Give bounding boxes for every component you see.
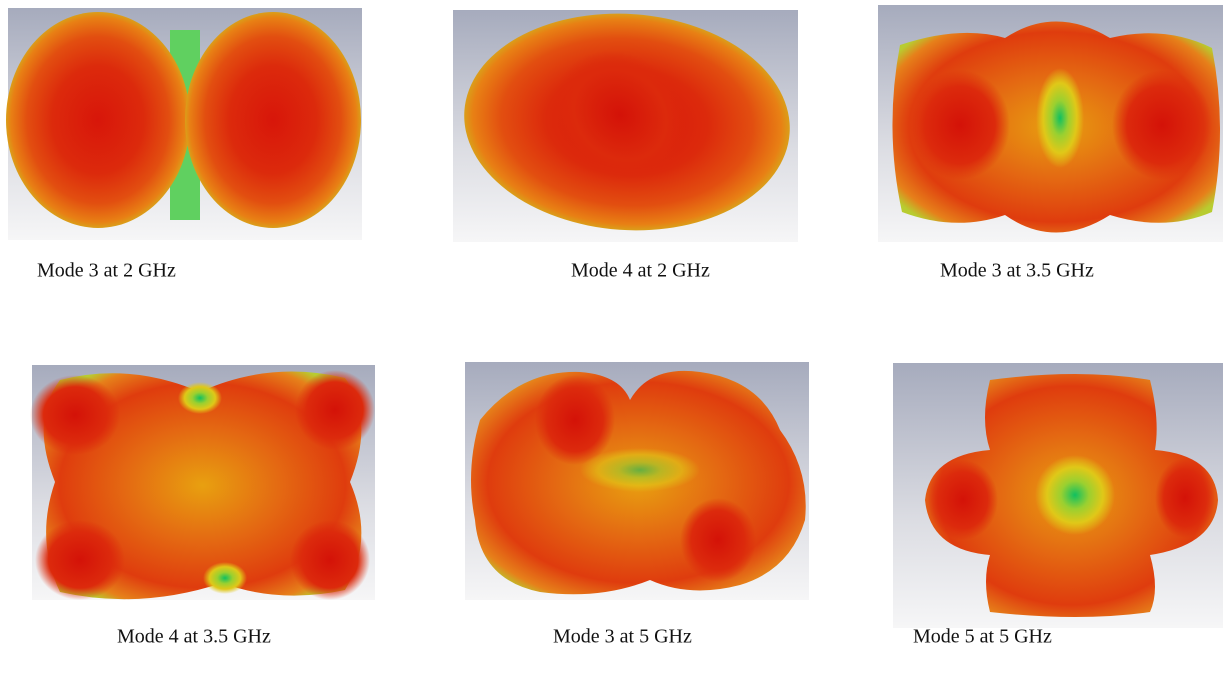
- caption: Mode 3 at 3.5 GHz: [940, 260, 1094, 282]
- caption: Mode 3 at 5 GHz: [553, 626, 692, 648]
- pattern: [43, 371, 362, 600]
- caption: Mode 4 at 3.5 GHz: [117, 626, 271, 648]
- panel: Mode 5 at 5 GHz: [893, 363, 1223, 648]
- pattern-lobe: [928, 460, 998, 540]
- pattern-lobe: [910, 70, 1010, 180]
- panel: Mode 4 at 2 GHz: [453, 10, 798, 282]
- pattern-lobe: [290, 520, 370, 600]
- pattern-lobe: [35, 520, 125, 600]
- pattern-lobe: [1112, 70, 1212, 180]
- pattern-lobe: [1155, 458, 1215, 538]
- pattern-null: [178, 382, 222, 414]
- pattern-null: [580, 448, 700, 492]
- pattern-lobe: [680, 498, 756, 582]
- pattern-null: [1035, 455, 1115, 535]
- pattern-lobe: [185, 12, 361, 228]
- caption: Mode 5 at 5 GHz: [913, 626, 1052, 648]
- pattern-null: [203, 562, 247, 594]
- caption: Mode 4 at 2 GHz: [571, 260, 710, 282]
- pattern-lobe: [30, 375, 120, 455]
- panel: Mode 4 at 3.5 GHz: [30, 365, 375, 648]
- caption: Mode 3 at 2 GHz: [37, 260, 176, 282]
- pattern-lobe: [6, 12, 190, 228]
- panel: Mode 3 at 3.5 GHz: [878, 5, 1223, 282]
- pattern-lobe: [553, 50, 687, 180]
- pattern-lobe: [535, 375, 615, 465]
- panel: Mode 3 at 2 GHz: [6, 8, 362, 282]
- panel: Mode 3 at 5 GHz: [465, 362, 809, 648]
- pattern-lobe: [295, 370, 375, 450]
- pattern-null: [1036, 68, 1084, 168]
